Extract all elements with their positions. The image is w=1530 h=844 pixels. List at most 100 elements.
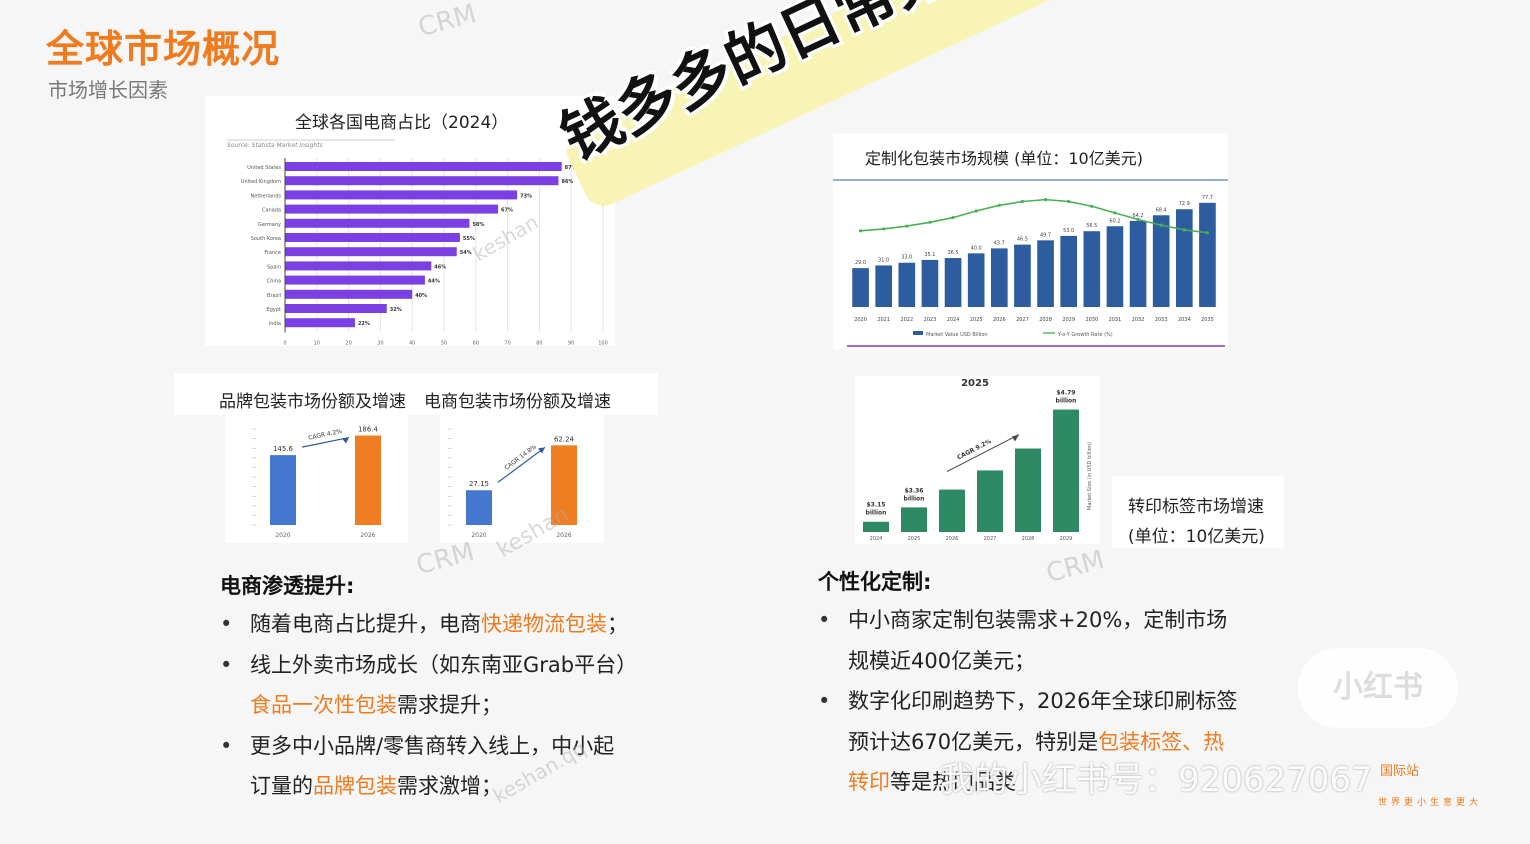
- bullet-text: 需求激增；: [397, 774, 502, 798]
- custom-packaging-chart: 定制化包装市场规模 (单位：10亿美元) 29.0 2020 31.0 2021 33.…: [833, 133, 1228, 349]
- x-tick-label: 2020: [275, 532, 290, 539]
- bullet-text: 数字化印刷趋势下，2026年全球印刷标签: [848, 689, 1238, 713]
- bar: [898, 262, 916, 307]
- xiaohongshu-badge: 小红书: [1298, 648, 1458, 728]
- x-tick-label: 2030: [1085, 317, 1098, 323]
- bullet-text: 订量的: [250, 774, 313, 798]
- x-tick-label: 90: [568, 340, 574, 346]
- bar: [285, 190, 518, 200]
- value-label: 86%: [561, 179, 573, 185]
- x-tick-label: 2031: [1109, 317, 1122, 323]
- category-label: China: [267, 279, 281, 285]
- x-tick-label: 2027: [984, 536, 997, 542]
- transfer-label-caption: 转印标签市场增速 (单位：10亿美元): [1112, 476, 1284, 548]
- value-unit-label: billion: [904, 495, 925, 502]
- bar: [355, 435, 381, 525]
- x-tick-label: 60: [473, 340, 479, 346]
- category-label: United Kingdom: [241, 179, 281, 185]
- growth-point: [1113, 211, 1117, 215]
- x-tick-label: 20: [345, 340, 351, 346]
- value-label: $3.15: [867, 502, 886, 509]
- value-label: 55%: [463, 236, 475, 242]
- bar: [1014, 244, 1031, 307]
- bar: [967, 253, 985, 307]
- value-label: 31.0: [878, 257, 889, 263]
- highlight-text: 食品一次性包装: [250, 693, 397, 717]
- chart-title-brand: 品牌包装市场份额及增速: [219, 392, 406, 412]
- value-label: 67%: [501, 208, 513, 214]
- bar: [1175, 209, 1193, 307]
- value-label: 22%: [358, 321, 370, 327]
- highlight-text: 转印: [848, 770, 890, 794]
- bar: [1106, 226, 1124, 307]
- x-tick-label: 2023: [924, 317, 937, 323]
- green-bar-svg: 20252024$3.15billion2025$3.36billion2026…: [863, 378, 1093, 542]
- value-label: $4.79: [1057, 390, 1076, 397]
- ecom-bar-svg: 27.15 2020 62.24 2026 CAGR 14.8%: [448, 428, 577, 539]
- ecommerce-share-chart: 全球各国电商占比（2024） Source: Statista Market I…: [205, 96, 615, 346]
- value-label: 53.0: [1063, 228, 1074, 234]
- caption-title: 转印标签市场增速: [1128, 497, 1264, 517]
- growth-line: [860, 198, 1208, 234]
- x-tick-label: 2032: [1132, 317, 1145, 323]
- value-label: 29.0: [855, 260, 866, 266]
- x-tick-label: 100: [598, 340, 608, 346]
- value-label: 49.7: [1040, 232, 1051, 238]
- x-tick-label: 2025: [908, 536, 921, 542]
- bar: [285, 162, 562, 171]
- bullet-text: 线上外卖市场成长（如东南亚Grab平台）: [250, 652, 638, 677]
- category-label: Netherlands: [251, 193, 282, 199]
- bar: [1053, 409, 1079, 532]
- bar: [285, 247, 457, 257]
- category-label: United States: [247, 165, 281, 171]
- highlight-text: 品牌包装: [313, 774, 397, 798]
- bar: [1083, 231, 1101, 307]
- growth-point: [951, 215, 955, 220]
- category-label: Egypt: [267, 307, 281, 313]
- category-label: South Korea: [251, 236, 281, 242]
- category-label: Spain: [267, 264, 281, 270]
- faint-watermark: CRM: [413, 536, 478, 582]
- growth-point: [928, 220, 932, 224]
- highlight-text: 包装标签、热: [1098, 729, 1225, 754]
- cagr-arrow: [497, 446, 546, 483]
- growth-point: [1182, 228, 1186, 232]
- bullets-ecommerce: 随着电商占比提升，电商快递物流包装； 线上外卖市场成长（如东南亚Grab平台） 食品…: [220, 604, 690, 807]
- x-tick-label: 80: [536, 340, 542, 346]
- bullet-item: 线上外卖市场成长（如东南亚Grab平台） 食品一次性包装需求提升；: [220, 645, 690, 726]
- value-label: 56.5: [1086, 223, 1097, 229]
- bullet-item: 随着电商占比提升，电商快递物流包装；: [220, 604, 690, 645]
- value-label: 43.7: [994, 240, 1005, 246]
- x-tick-label: 2021: [877, 317, 890, 323]
- x-tick-label: 2027: [1016, 317, 1029, 323]
- bar: [551, 445, 577, 525]
- growth-point: [882, 227, 886, 231]
- x-tick-label: 2026: [946, 536, 959, 542]
- value-label: 33.0: [901, 255, 912, 261]
- value-label: 73%: [520, 193, 532, 199]
- bullet-text: 更多中小品牌/零售商转入线上，中小起: [250, 733, 615, 758]
- value-label: 87%: [565, 165, 577, 171]
- growth-point: [1043, 198, 1048, 202]
- cagr-arrowhead: [538, 447, 545, 454]
- bar: [863, 521, 889, 532]
- growth-point: [1090, 204, 1094, 208]
- small-charts-header: 品牌包装市场份额及增速 电商包装市场份额及增速: [174, 373, 658, 415]
- top-year-label: 2025: [961, 378, 989, 389]
- category-label: Brazil: [267, 293, 281, 299]
- bar: [285, 318, 355, 328]
- growth-point: [1136, 217, 1140, 222]
- value-label: 32%: [390, 307, 402, 313]
- value-label: 62.24: [554, 435, 575, 443]
- bar: [1037, 240, 1054, 307]
- growth-point: [1020, 199, 1025, 204]
- x-tick-label: 2020: [854, 317, 867, 323]
- highlight-text: 快递物流包装: [481, 612, 607, 636]
- bar: [285, 289, 413, 299]
- chart-title: 定制化包装市场规模 (单位：10亿美元): [865, 149, 1143, 168]
- legend-label: Y-o-Y Growth Rate (%): [1057, 332, 1113, 338]
- x-tick-label: 2028: [1039, 317, 1052, 323]
- bar: [944, 258, 962, 307]
- hbar-chart-svg: 0 10 20 30 40 50 60 70 80 90 100 United States 87% Un…: [227, 139, 608, 346]
